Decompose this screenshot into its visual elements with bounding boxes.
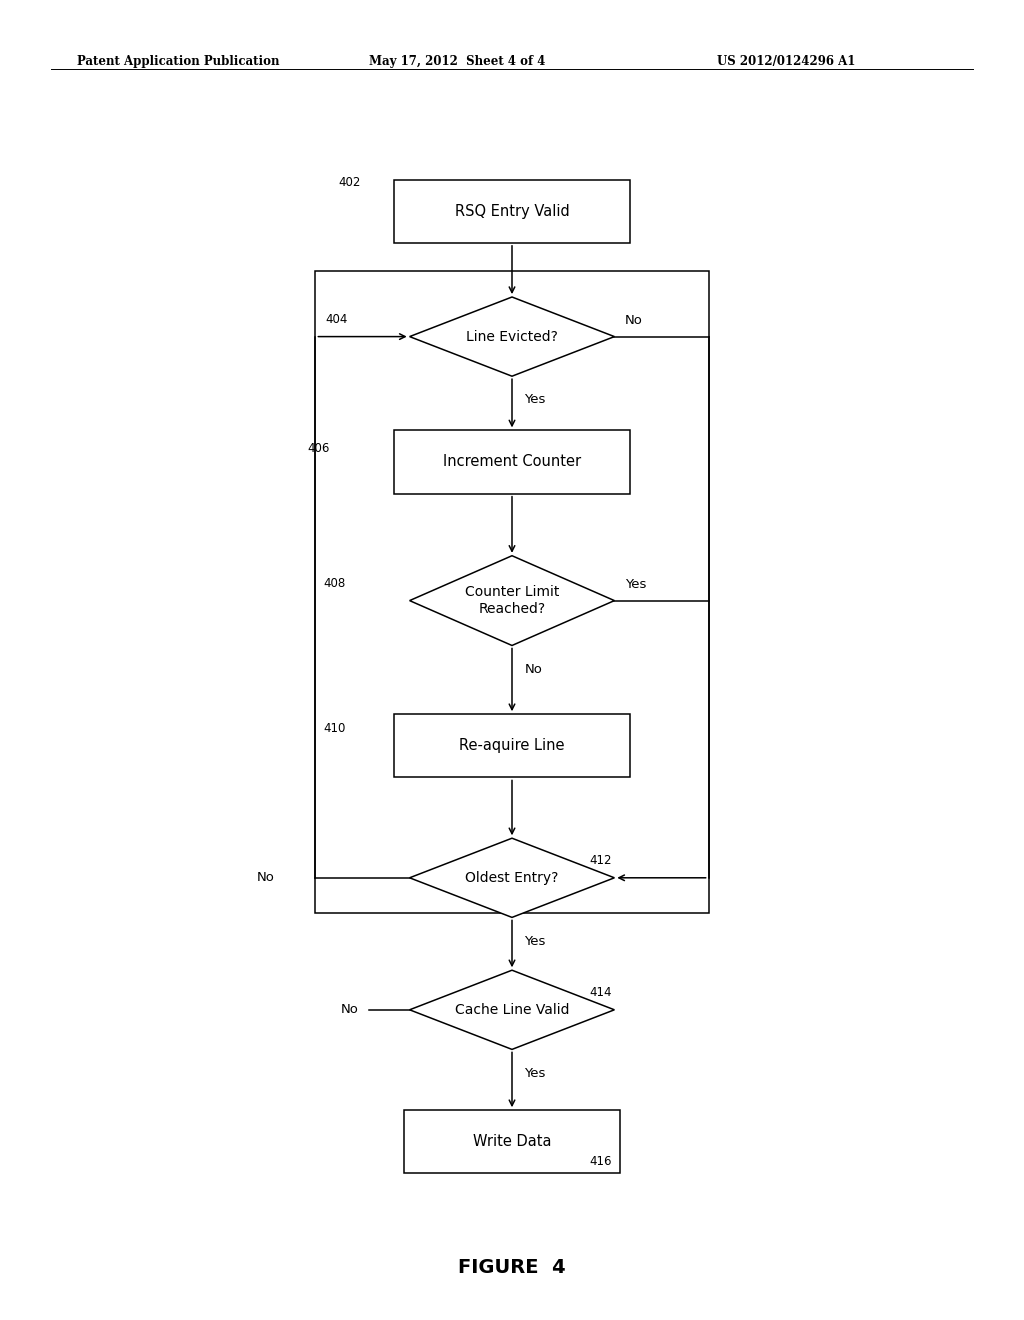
Text: Counter Limit
Reached?: Counter Limit Reached?: [465, 586, 559, 615]
Text: 416: 416: [590, 1155, 612, 1168]
Text: FIGURE  4: FIGURE 4: [458, 1258, 566, 1276]
Polygon shape: [410, 838, 614, 917]
Text: Oldest Entry?: Oldest Entry?: [465, 871, 559, 884]
Text: 410: 410: [324, 722, 346, 735]
Bar: [394, 180, 630, 243]
Bar: [315, 271, 709, 913]
Text: Yes: Yes: [524, 393, 546, 407]
Polygon shape: [410, 970, 614, 1049]
Bar: [404, 1110, 620, 1173]
Text: No: No: [257, 871, 274, 884]
Text: No: No: [625, 314, 642, 327]
Bar: [394, 430, 630, 494]
Polygon shape: [410, 297, 614, 376]
Text: May 17, 2012  Sheet 4 of 4: May 17, 2012 Sheet 4 of 4: [369, 55, 545, 69]
Text: Yes: Yes: [524, 1067, 546, 1080]
Text: Line Evicted?: Line Evicted?: [466, 330, 558, 343]
Text: Yes: Yes: [625, 578, 646, 591]
Text: RSQ Entry Valid: RSQ Entry Valid: [455, 203, 569, 219]
Text: Yes: Yes: [524, 935, 546, 948]
Text: No: No: [524, 663, 542, 676]
Text: 408: 408: [324, 577, 346, 590]
Text: 402: 402: [338, 176, 360, 189]
Text: Re-aquire Line: Re-aquire Line: [459, 738, 565, 754]
Text: Write Data: Write Data: [473, 1134, 551, 1150]
Polygon shape: [410, 556, 614, 645]
Text: US 2012/0124296 A1: US 2012/0124296 A1: [717, 55, 855, 69]
Text: Increment Counter: Increment Counter: [443, 454, 581, 470]
Text: No: No: [341, 1003, 358, 1016]
Text: 404: 404: [326, 313, 348, 326]
Text: 406: 406: [307, 442, 330, 455]
Text: Patent Application Publication: Patent Application Publication: [77, 55, 280, 69]
Text: 414: 414: [590, 986, 612, 999]
Bar: [394, 714, 630, 777]
Text: Cache Line Valid: Cache Line Valid: [455, 1003, 569, 1016]
Text: 412: 412: [590, 854, 612, 867]
